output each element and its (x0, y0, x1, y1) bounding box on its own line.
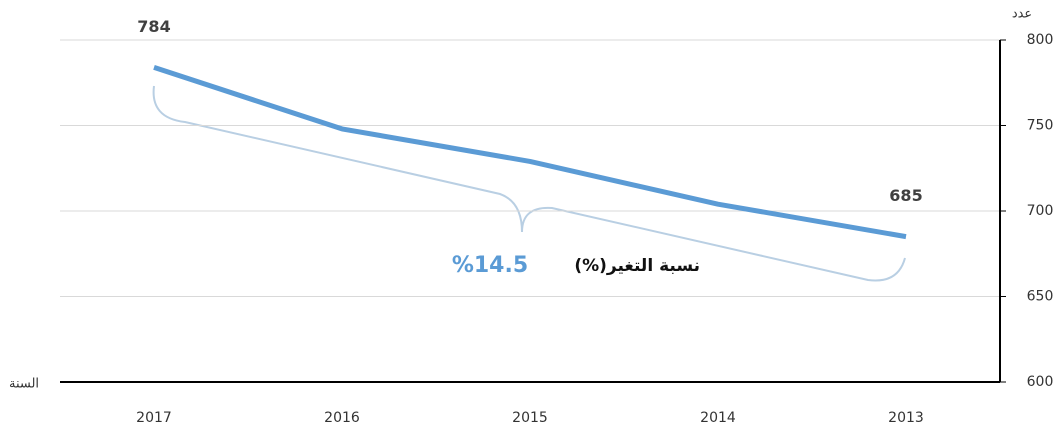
line (153, 64, 907, 240)
y-axis-label: عدد (1012, 7, 1032, 22)
data-label: 784 (137, 17, 170, 36)
x-tick-label: 2017 (136, 410, 172, 426)
x-tick-label: 2015 (512, 410, 548, 426)
brace (152, 85, 906, 282)
y-tick-label: 600 (1027, 374, 1054, 390)
x-tick-label: 2014 (700, 410, 736, 426)
x-tick-label: 2016 (324, 410, 360, 426)
y-tick-label: 750 (1027, 118, 1054, 134)
y-tick-label: 800 (1027, 32, 1054, 48)
annotation-label: نسبة التغير(%) (574, 256, 700, 276)
y-tick-label: 700 (1027, 203, 1054, 219)
x-tick-label: 2013 (888, 410, 924, 426)
y-tick-label: 650 (1027, 289, 1054, 305)
annotation-value: %14.5 (452, 253, 528, 278)
x-axis-label: السنة (9, 377, 39, 392)
data-label: 685 (889, 186, 922, 205)
